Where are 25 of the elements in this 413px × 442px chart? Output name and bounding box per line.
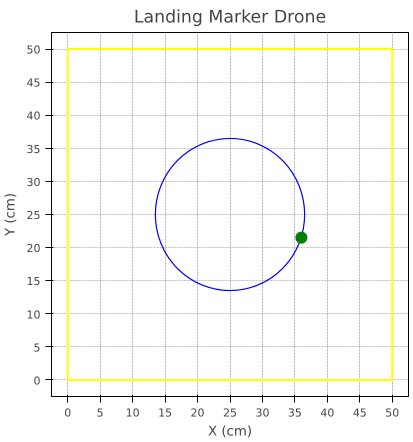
x-tick-label: 35 bbox=[288, 406, 302, 420]
x-axis-title: X (cm) bbox=[208, 424, 252, 440]
x-tick-label: 45 bbox=[352, 406, 367, 420]
x-tick-label: 20 bbox=[190, 406, 205, 420]
x-tick-label: 50 bbox=[385, 406, 400, 420]
y-tick-label: 45 bbox=[26, 76, 41, 90]
x-tick-label: 0 bbox=[64, 406, 72, 420]
y-tick-label: 5 bbox=[34, 341, 40, 354]
x-tick-label: 15 bbox=[158, 406, 172, 420]
x-tick-label: 10 bbox=[126, 406, 140, 420]
y-tick-label: 0 bbox=[34, 374, 40, 388]
y-tick-label: 10 bbox=[26, 308, 41, 322]
y-tick-label: 50 bbox=[26, 44, 41, 57]
y-axis-title: Y (cm) bbox=[4, 192, 19, 238]
y-tick-label: 35 bbox=[26, 142, 41, 156]
x-tick-label: 30 bbox=[255, 406, 270, 420]
x-tick-label: 25 bbox=[223, 406, 237, 420]
y-tick-label: 40 bbox=[26, 110, 41, 123]
x-tick-label: 40 bbox=[320, 406, 334, 420]
chart-title: Landing Marker Drone bbox=[134, 8, 326, 28]
y-tick-label: 25 bbox=[26, 209, 41, 222]
y-tick-label: 15 bbox=[26, 275, 41, 288]
y-tick-label: 20 bbox=[26, 242, 41, 256]
x-tick-label: 5 bbox=[96, 406, 104, 420]
y-tick-label: 30 bbox=[26, 176, 41, 189]
